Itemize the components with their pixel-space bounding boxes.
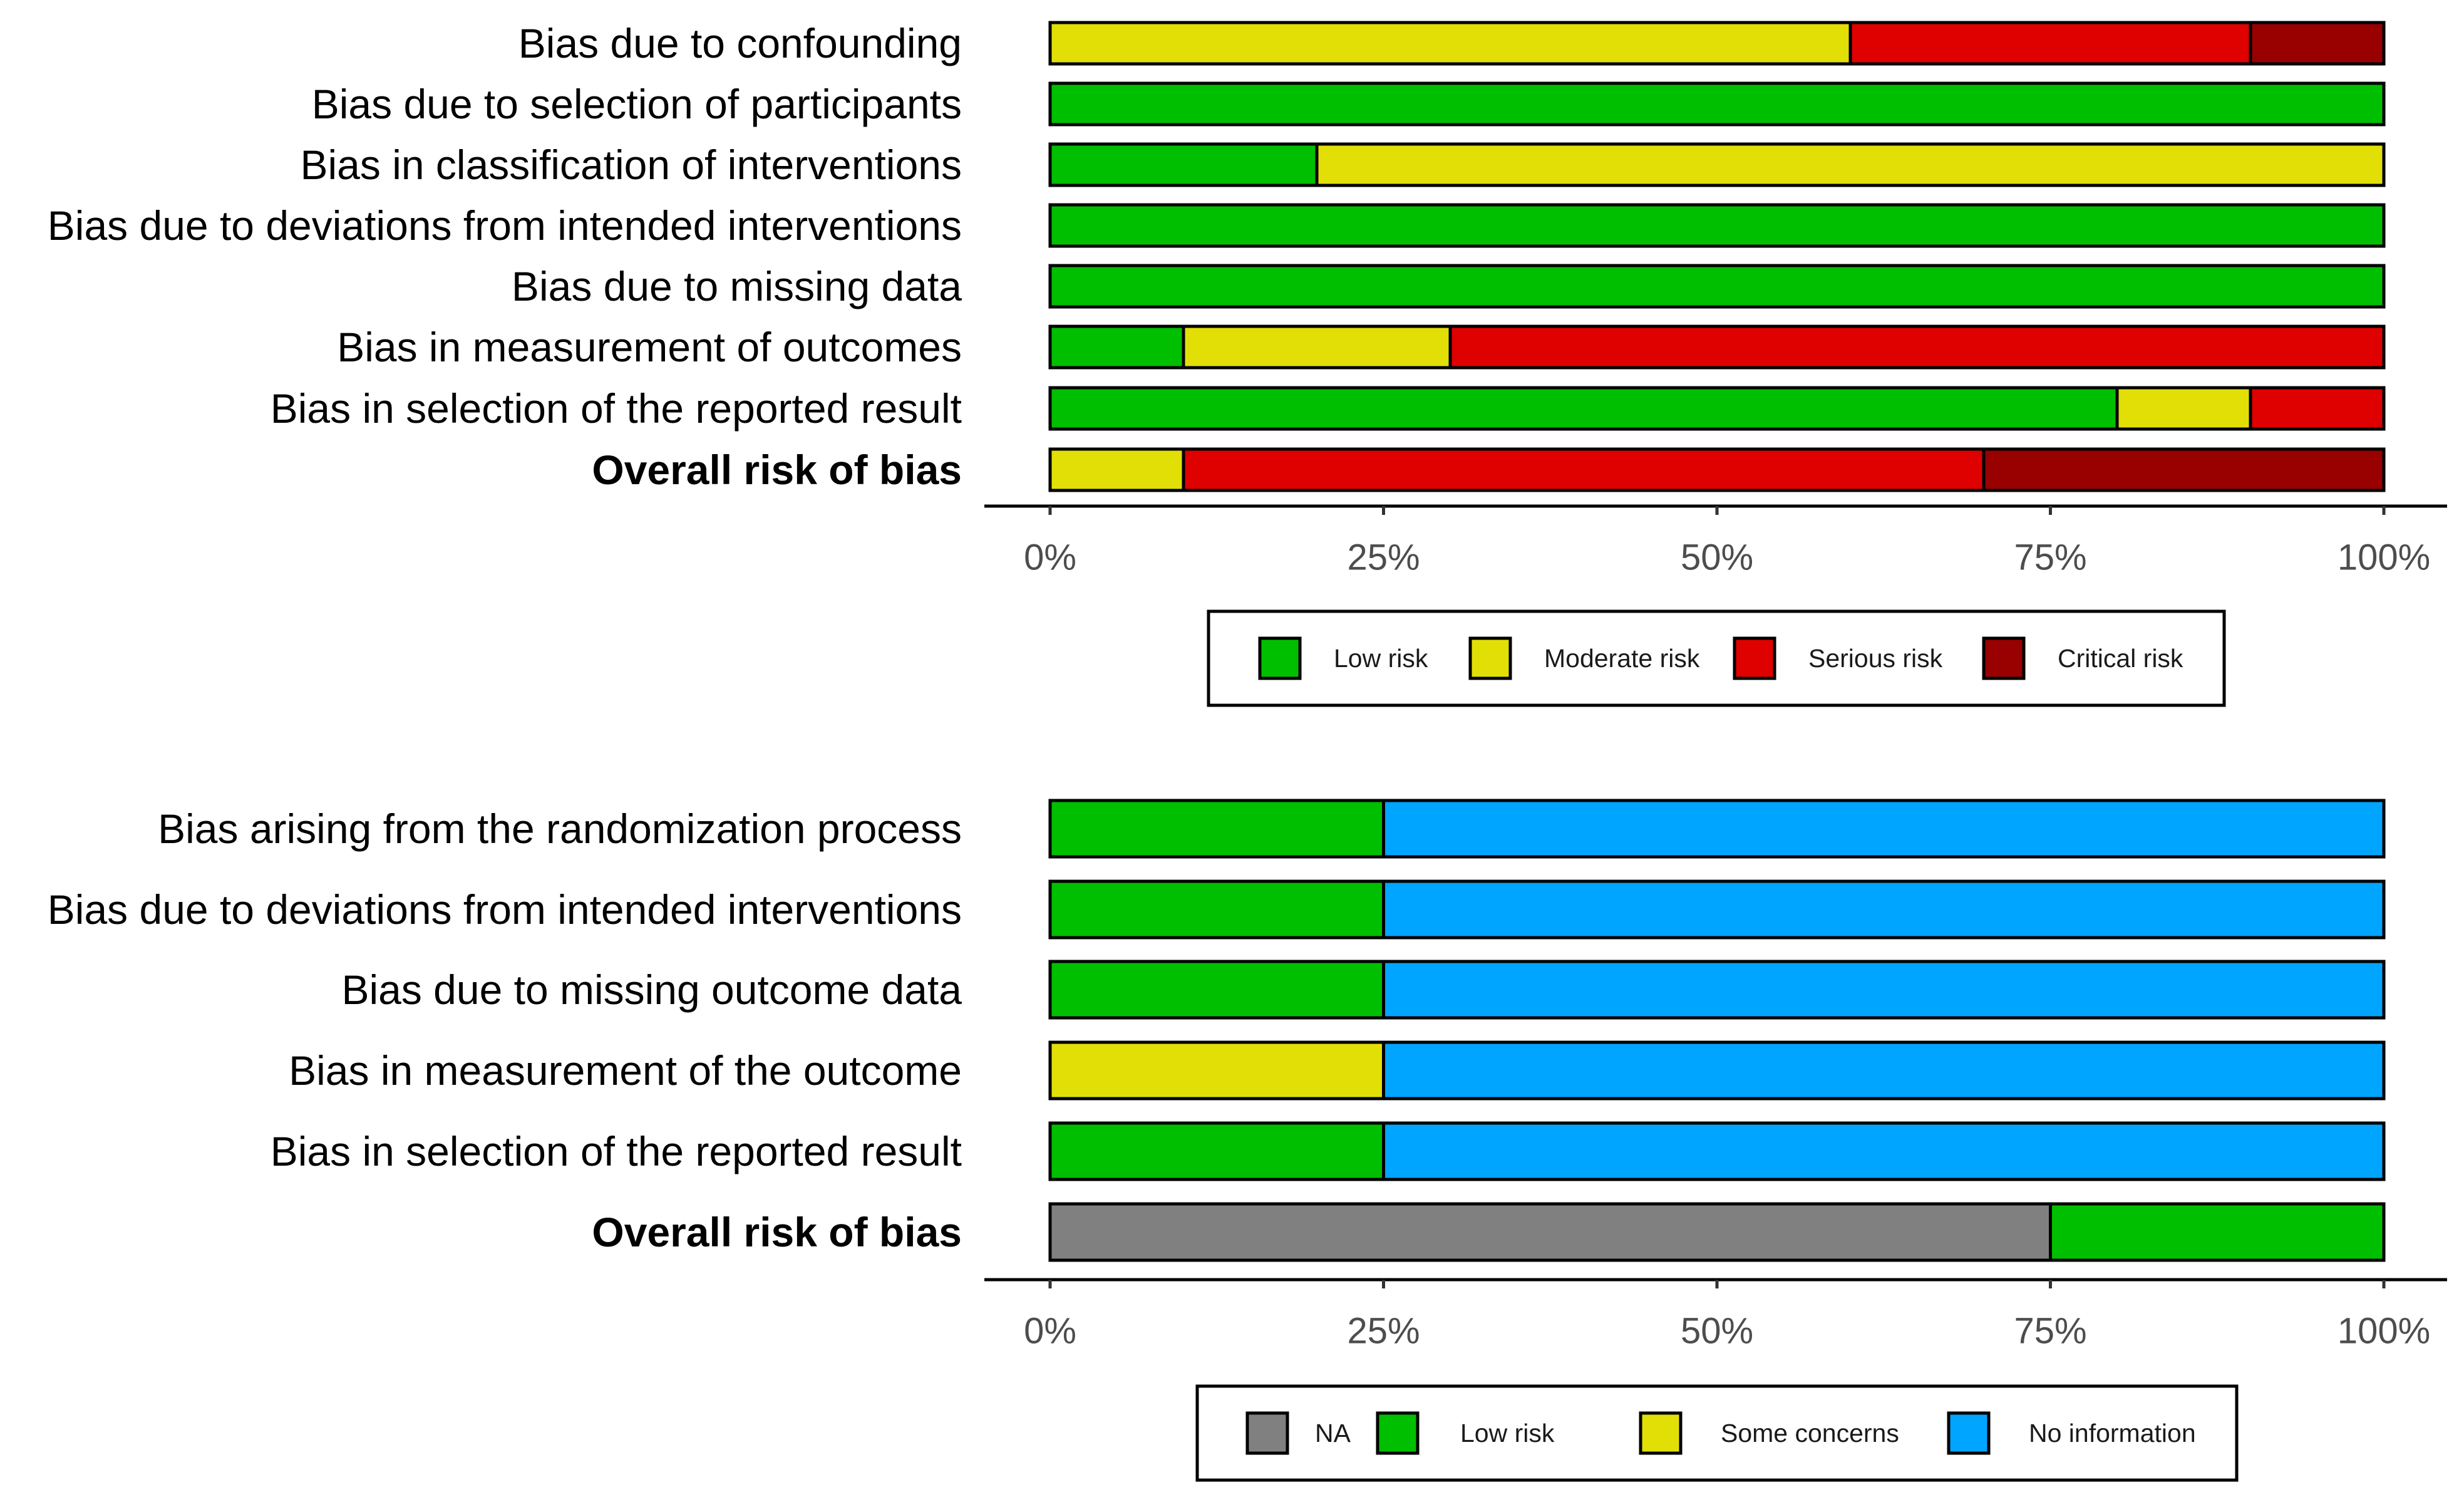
category-label-bias-in-selection-of-the-reported-result: Bias in selection of the reported result (271, 385, 962, 432)
bar-segment-no-information-bias-arising-from-the-randomization-process (1382, 799, 2386, 859)
category-label-bias-due-to-deviations-from-intended-interventions: Bias due to deviations from intended int… (48, 202, 962, 249)
bar-segment-na-overall-risk-of-bias (1048, 1202, 2052, 1262)
category-label-bias-in-classification-of-interventions: Bias in classification of interventions (300, 142, 962, 188)
rob2-summary-panel: Bias arising from the randomization proc… (48, 799, 2447, 1482)
legend-label-serious-risk: Serious risk (1808, 644, 1943, 673)
category-label-bias-in-selection-of-the-reported-result: Bias in selection of the reported result (271, 1128, 962, 1174)
x-tick-label-25: 25% (1347, 537, 1420, 578)
x-tick-label-75: 75% (2014, 537, 2086, 578)
bar-segment-low-risk-bias-in-selection-of-the-reported-result (1048, 386, 2119, 431)
category-label-bias-due-to-confounding: Bias due to confounding (518, 20, 962, 66)
bar-segment-low-risk-bias-in-selection-of-the-reported-result (1048, 1121, 1385, 1181)
bar-segment-no-information-bias-in-measurement-of-the-outcome (1382, 1040, 2386, 1101)
category-label-bias-due-to-selection-of-participants: Bias due to selection of participants (312, 81, 962, 127)
legend: Low risk Moderate risk Serious risk Critica… (1207, 609, 2226, 707)
bar-segment-serious-risk-bias-due-to-confounding (1848, 21, 2252, 66)
x-tick-label-75: 75% (2014, 1311, 2086, 1352)
bar-segment-no-information-bias-due-to-missing-outcome-data (1382, 960, 2386, 1020)
legend-swatch-moderate-risk (1468, 636, 1512, 680)
bar-segment-moderate-risk-bias-in-measurement-of-outcomes (1182, 324, 1452, 370)
bar-segment-moderate-risk-bias-due-to-confounding (1048, 21, 1852, 66)
bar-segment-low-risk-bias-in-measurement-of-outcomes (1048, 324, 1185, 370)
legend-label-moderate-risk: Moderate risk (1544, 644, 1700, 673)
legend-swatch-na (1245, 1411, 1289, 1455)
x-tick-label-25: 25% (1347, 1311, 1420, 1352)
bar-segment-critical-risk-bias-due-to-confounding (2249, 21, 2386, 66)
x-tick-label-0: 0% (1024, 1311, 1076, 1352)
bar-segment-critical-risk-overall-risk-of-bias (1982, 447, 2386, 492)
bar-segment-serious-risk-bias-in-measurement-of-outcomes (1448, 324, 2386, 370)
legend-box (1195, 1384, 2239, 1482)
category-label-bias-due-to-deviations-from-intended-interventions: Bias due to deviations from intended int… (48, 886, 962, 933)
category-label-bias-in-measurement-of-the-outcome: Bias in measurement of the outcome (289, 1047, 962, 1094)
legend-swatch-serious-risk (1733, 636, 1776, 680)
legend-swatch-critical-risk (1982, 636, 2026, 680)
legend: NA Low risk Some concerns No information (1195, 1384, 2239, 1482)
x-tick-label-50: 50% (1681, 537, 1753, 578)
bar-segment-moderate-risk-bias-in-classification-of-interventions (1315, 142, 2386, 187)
legend-label-na: NA (1315, 1419, 1351, 1448)
bar-segment-low-risk-bias-due-to-deviations-from-intended-interventions (1048, 203, 2386, 248)
robins-i-summary-panel: Bias due to confounding Bias due to selec… (48, 20, 2447, 707)
bar-segment-moderate-risk-overall-risk-of-bias (1048, 447, 1185, 492)
legend-swatch-some-concerns (1639, 1411, 1683, 1455)
bar-segment-moderate-risk-bias-in-selection-of-the-reported-result (2115, 386, 2252, 431)
bar-segment-low-risk-bias-due-to-missing-outcome-data (1048, 960, 1385, 1020)
bar-segment-low-risk-bias-in-classification-of-interventions (1048, 142, 1319, 187)
category-label-bias-due-to-missing-outcome-data: Bias due to missing outcome data (341, 966, 962, 1013)
bar-segment-no-information-bias-in-selection-of-the-reported-result (1382, 1121, 2386, 1181)
legend-swatch-low-risk (1258, 636, 1302, 680)
bar-segment-low-risk-bias-due-to-deviations-from-intended-interventions (1048, 879, 1385, 940)
bar-segment-serious-risk-bias-in-selection-of-the-reported-result (2249, 386, 2386, 431)
x-tick-label-100: 100% (2338, 1311, 2430, 1352)
category-label-bias-due-to-missing-data: Bias due to missing data (512, 263, 962, 309)
legend-box (1207, 609, 2226, 707)
legend-label-critical-risk: Critical risk (2058, 644, 2183, 673)
bar-segment-some-concerns-bias-in-measurement-of-the-outcome (1048, 1040, 1385, 1101)
legend-label-no-information: No information (2029, 1419, 2196, 1448)
category-label-bias-in-measurement-of-outcomes: Bias in measurement of outcomes (337, 324, 962, 370)
legend-label-low-risk: Low risk (1460, 1419, 1555, 1448)
legend-swatch-low-risk (1376, 1411, 1420, 1455)
x-tick-label-100: 100% (2338, 537, 2430, 578)
legend-swatch-no-information (1947, 1411, 1991, 1455)
legend-label-low-risk: Low risk (1334, 644, 1428, 673)
bar-segment-low-risk-overall-risk-of-bias (2049, 1202, 2386, 1262)
bar-segment-low-risk-bias-due-to-selection-of-participants (1048, 81, 2386, 127)
bar-segment-no-information-bias-due-to-deviations-from-intended-interventions (1382, 879, 2386, 940)
bar-segment-low-risk-bias-due-to-missing-data (1048, 264, 2386, 309)
bar-segment-serious-risk-overall-risk-of-bias (1182, 447, 1986, 492)
category-label-overall-risk-of-bias: Overall risk of bias (592, 1209, 962, 1255)
x-tick-label-0: 0% (1024, 537, 1076, 578)
category-label-overall-risk-of-bias: Overall risk of bias (592, 447, 962, 493)
bar-segment-low-risk-bias-arising-from-the-randomization-process (1048, 799, 1385, 859)
x-tick-label-50: 50% (1681, 1311, 1753, 1352)
category-label-bias-arising-from-the-randomization-process: Bias arising from the randomization proc… (158, 806, 962, 852)
legend-label-some-concerns: Some concerns (1721, 1419, 1899, 1448)
